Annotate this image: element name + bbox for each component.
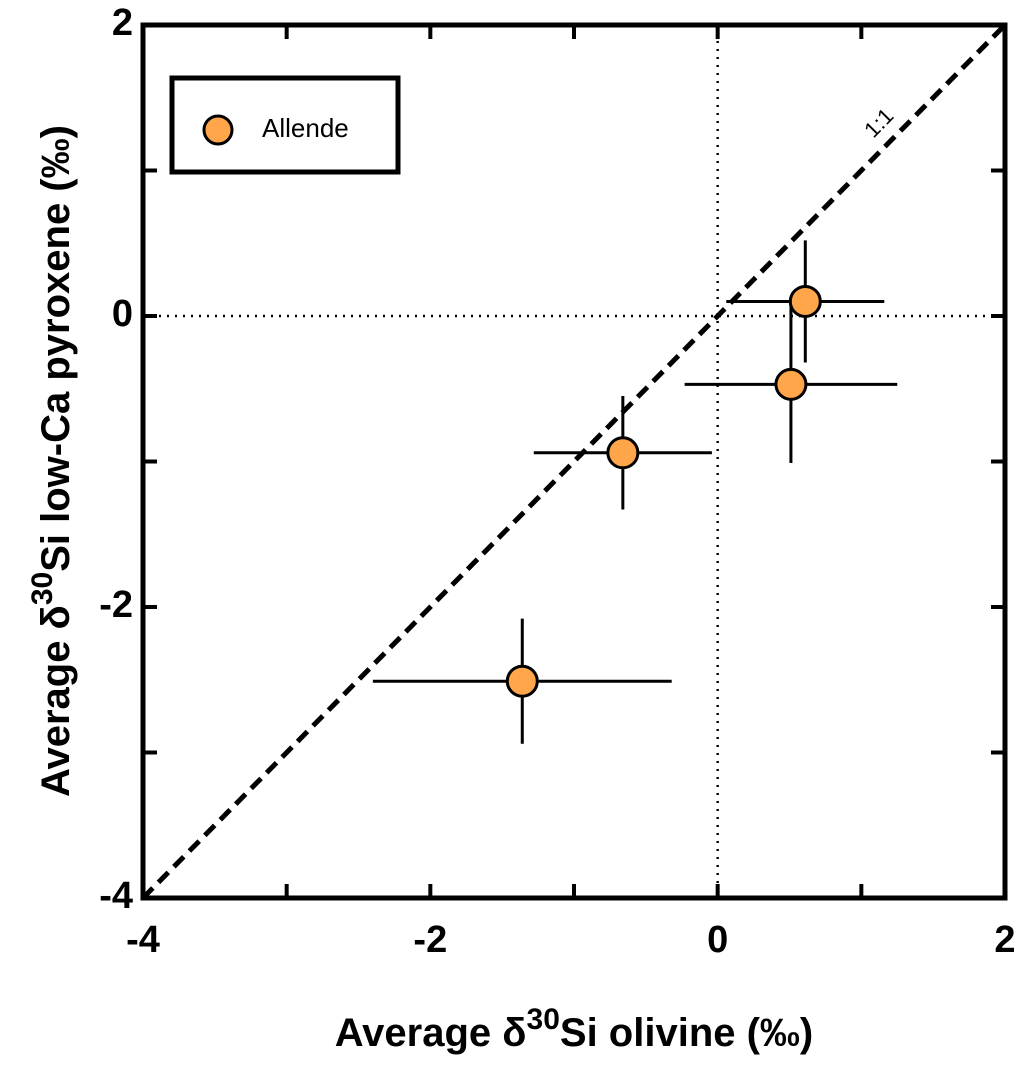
x-label-part: Average δ <box>335 1011 527 1055</box>
point <box>774 367 808 401</box>
x-tick-label: 0 <box>707 919 728 961</box>
y-label-part: Si low-Ca pyroxene (‰) <box>34 125 78 572</box>
x-label-sup: 30 <box>527 1003 560 1036</box>
legend-label: Allende <box>262 113 349 143</box>
y-tick-label: -4 <box>99 875 133 917</box>
y-tick-label: 2 <box>112 2 133 44</box>
y-axis-label: Average δ30Si low-Ca pyroxene (‰) <box>26 125 78 797</box>
x-tick-label: 2 <box>994 919 1015 961</box>
x-axis-label: Average δ30Si olivine (‰) <box>335 1003 814 1055</box>
identity-line <box>141 23 1007 900</box>
y-label-sup: 30 <box>26 572 59 605</box>
legend-marker <box>202 114 234 146</box>
y-tick-label: 0 <box>112 293 133 335</box>
point <box>606 436 640 470</box>
y-label-part: Average δ <box>34 605 78 797</box>
point <box>788 284 822 318</box>
x-label-part: Si olivine (‰) <box>560 1011 813 1055</box>
x-tick-label: -4 <box>126 919 160 961</box>
y-tick-label: -2 <box>99 584 133 626</box>
x-tick-label: -2 <box>413 919 447 961</box>
point <box>505 664 539 698</box>
